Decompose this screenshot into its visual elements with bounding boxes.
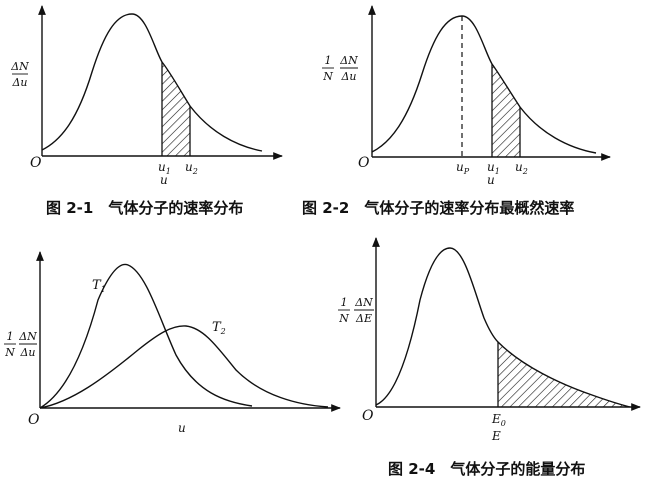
ylabel-prefix-num: 1 — [7, 330, 14, 343]
tick-e0: E0 — [491, 412, 506, 428]
figure-2-2: 1 N ΔN Δu O uP u1 u2 u 图 2-2 气体分子的速率分布最概… — [302, 5, 611, 217]
label-t1: T1 — [92, 278, 106, 294]
caption: 图 2-4 气体分子的能量分布 — [388, 460, 585, 478]
energy-curve — [375, 247, 631, 408]
curve-t1 — [39, 263, 253, 409]
ylabel-prefix-den: N — [4, 346, 15, 359]
shaded-area — [162, 62, 190, 156]
figure-2-1: ΔN Δu O u1 u2 u 图 2-1 气体分子的速率分布 — [10, 5, 283, 217]
y-axis-label: 1 N ΔN ΔE — [338, 296, 374, 325]
ylabel-numerator: ΔN — [10, 60, 29, 73]
ylabel-numerator: ΔN — [354, 296, 373, 309]
x-axis-label: u — [487, 173, 495, 187]
ylabel-denominator: Δu — [19, 346, 35, 359]
label-t2: T2 — [212, 320, 226, 336]
ylabel-prefix-num: 1 — [325, 54, 332, 67]
x-axis-label: u — [178, 421, 186, 435]
figure-2-4: 1 N ΔN ΔE O E0 E 图 2-4 气体分子的能量分布 — [338, 237, 641, 478]
ylabel-prefix-den: N — [338, 312, 349, 325]
curve-t2 — [39, 325, 329, 409]
caption: 图 2-1 气体分子的速率分布 — [46, 199, 243, 217]
distribution-curve — [41, 13, 263, 152]
ylabel-denominator: ΔE — [355, 312, 372, 325]
distribution-curve — [371, 15, 597, 154]
tick-up: uP — [456, 160, 470, 176]
tick-u1: u1 — [487, 160, 500, 176]
ylabel-prefix-num: 1 — [341, 296, 348, 309]
shaded-area — [492, 64, 520, 157]
tick-u1: u1 — [158, 160, 171, 176]
ylabel-denominator: Δu — [11, 76, 27, 89]
y-axis-label: ΔN Δu — [10, 60, 29, 89]
tick-u2: u2 — [515, 160, 528, 176]
origin-label: O — [28, 412, 40, 428]
ylabel-numerator: ΔN — [339, 54, 358, 67]
x-axis-label: u — [160, 173, 168, 187]
ylabel-numerator: ΔN — [18, 330, 37, 343]
origin-label: O — [362, 408, 374, 424]
figure-2-3: 1 N ΔN Δu T1 T2 O u — [4, 251, 341, 435]
origin-label: O — [358, 155, 370, 171]
y-axis-label: 1 N ΔN Δu — [4, 330, 37, 359]
origin-label: O — [30, 155, 42, 171]
ylabel-prefix-den: N — [322, 70, 333, 83]
x-axis-label: E — [491, 429, 501, 443]
ylabel-denominator: Δu — [340, 70, 356, 83]
y-axis-label: 1 N ΔN Δu — [322, 54, 358, 83]
shaded-area — [498, 342, 630, 407]
caption: 图 2-2 气体分子的速率分布最概然速率 — [302, 199, 574, 217]
tick-u2: u2 — [185, 160, 198, 176]
